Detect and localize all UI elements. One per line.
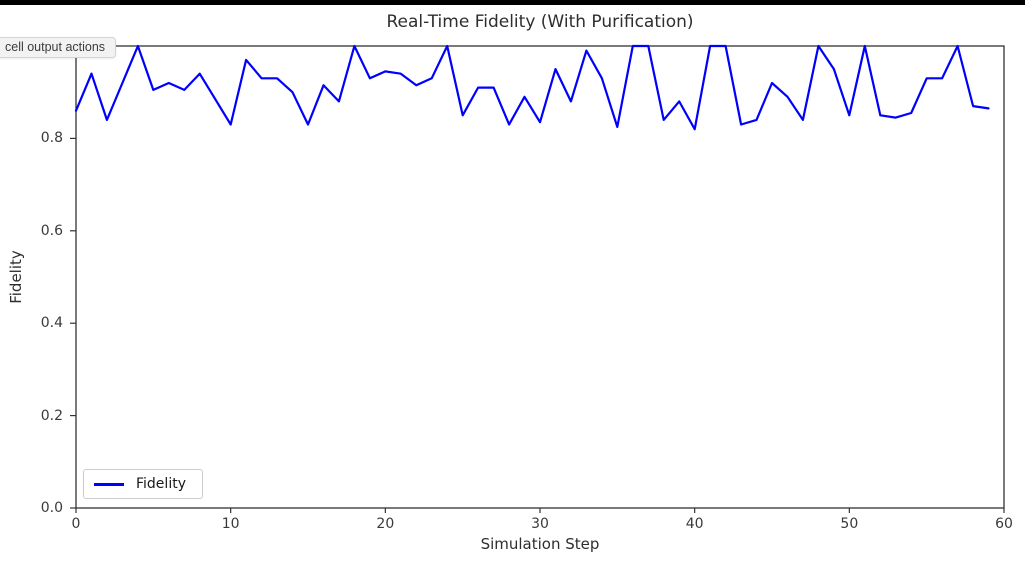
x-tick-label: 30 — [531, 516, 549, 532]
figure-canvas: Real-Time Fidelity (With Purification) 0… — [0, 5, 1025, 566]
plot-border — [75, 45, 1005, 509]
plot-area — [70, 44, 1005, 513]
y-tick-label: 0.2 — [40, 407, 63, 424]
x-tick-label: 0 — [71, 516, 81, 532]
y-tick-label: 0.4 — [40, 315, 63, 332]
chart-title: Real-Time Fidelity (With Purification) — [386, 12, 694, 32]
y-tick-label: 0.0 — [40, 500, 63, 516]
legend-line-sample — [94, 482, 124, 486]
cell-output-actions-tooltip: cell output actions — [0, 37, 117, 58]
top-bar — [0, 0, 1025, 5]
x-tick-label: 40 — [685, 516, 704, 532]
x-tick-label: 60 — [995, 516, 1013, 532]
y-tick-label: 0.8 — [40, 130, 63, 147]
x-tick-label: 10 — [221, 516, 240, 532]
x-axis-label: Simulation Step — [480, 535, 600, 553]
x-tick-label: 20 — [376, 516, 395, 532]
y-axis-label: Fidelity — [7, 250, 25, 304]
x-tick-label: 50 — [840, 516, 859, 532]
fidelity-line — [74, 44, 990, 131]
legend: Fidelity — [83, 469, 203, 499]
legend-label: Fidelity — [136, 476, 186, 492]
y-tick-label: 0.6 — [40, 222, 63, 239]
